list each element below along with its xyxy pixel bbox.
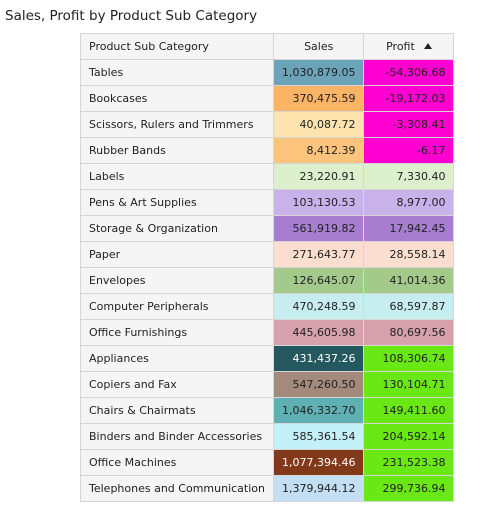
column-header-sales[interactable]: Sales (272, 33, 365, 60)
table-row[interactable]: Tables 1,030,879.05 -54,306.68 (80, 59, 455, 86)
table-row[interactable]: Storage & Organization 561,919.82 17,942.4… (80, 215, 455, 242)
pivot-table: Product Sub Category Sales Profit Tables… (80, 33, 455, 502)
table-row[interactable]: Pens & Art Supplies 103,130.53 8,977.00 (80, 189, 455, 216)
row-category-cell: Copiers and Fax (80, 371, 274, 398)
row-category-cell: Labels (80, 163, 274, 190)
row-profit-cell: -19,172.03 (363, 85, 455, 112)
row-profit-cell: 299,736.94 (363, 475, 455, 502)
row-sales-cell: 370,475.59 (272, 85, 365, 112)
row-sales-cell: 103,130.53 (272, 189, 365, 216)
row-category-cell: Envelopes (80, 267, 274, 294)
row-sales-cell: 1,379,944.12 (272, 475, 365, 502)
row-sales-cell: 445,605.98 (272, 319, 365, 346)
column-header-label: Profit (386, 40, 415, 53)
row-profit-cell: 80,697.56 (363, 319, 455, 346)
row-profit-cell: -3,308.41 (363, 111, 455, 138)
row-sales-cell: 547,260.50 (272, 371, 365, 398)
table-row[interactable]: Scissors, Rulers and Trimmers 40,087.72 -3… (80, 111, 455, 138)
column-header-profit[interactable]: Profit (363, 33, 455, 60)
row-sales-cell: 585,361.54 (272, 423, 365, 450)
row-sales-cell: 8,412.39 (272, 137, 365, 164)
table-row[interactable]: Appliances 431,437.26 108,306.74 (80, 345, 455, 372)
row-sales-cell: 1,046,332.70 (272, 397, 365, 424)
row-category-cell: Office Machines (80, 449, 274, 476)
row-category-cell: Appliances (80, 345, 274, 372)
row-category-cell: Scissors, Rulers and Trimmers (80, 111, 274, 138)
row-sales-cell: 561,919.82 (272, 215, 365, 242)
row-profit-cell: -6.17 (363, 137, 455, 164)
row-profit-cell: 149,411.60 (363, 397, 455, 424)
row-sales-cell: 271,643.77 (272, 241, 365, 268)
row-profit-cell: 204,592.14 (363, 423, 455, 450)
row-category-cell: Bookcases (80, 85, 274, 112)
row-category-cell: Binders and Binder Accessories (80, 423, 274, 450)
table-row[interactable]: Telephones and Communication 1,379,944.12… (80, 475, 455, 502)
column-header-label: Product Sub Category (89, 40, 209, 53)
row-profit-cell: 28,558.14 (363, 241, 455, 268)
row-category-cell: Storage & Organization (80, 215, 274, 242)
row-profit-cell: 17,942.45 (363, 215, 455, 242)
row-sales-cell: 40,087.72 (272, 111, 365, 138)
row-profit-cell: 7,330.40 (363, 163, 455, 190)
table-header-row: Product Sub Category Sales Profit (80, 33, 455, 60)
table-row[interactable]: Paper 271,643.77 28,558.14 (80, 241, 455, 268)
row-category-cell: Computer Peripherals (80, 293, 274, 320)
row-profit-cell: 41,014.36 (363, 267, 455, 294)
table-row[interactable]: Copiers and Fax 547,260.50 130,104.71 (80, 371, 455, 398)
row-category-cell: Pens & Art Supplies (80, 189, 274, 216)
row-sales-cell: 23,220.91 (272, 163, 365, 190)
table-row[interactable]: Bookcases 370,475.59 -19,172.03 (80, 85, 455, 112)
table-row[interactable]: Envelopes 126,645.07 41,014.36 (80, 267, 455, 294)
row-category-cell: Paper (80, 241, 274, 268)
row-sales-cell: 1,030,879.05 (272, 59, 365, 86)
table-row[interactable]: Computer Peripherals 470,248.59 68,597.87 (80, 293, 455, 320)
row-category-cell: Tables (80, 59, 274, 86)
row-category-cell: Rubber Bands (80, 137, 274, 164)
column-header-label: Sales (304, 40, 334, 53)
row-profit-cell: 130,104.71 (363, 371, 455, 398)
page-title: Sales, Profit by Product Sub Category (5, 8, 258, 24)
row-category-cell: Telephones and Communication (80, 475, 274, 502)
row-category-cell: Chairs & Chairmats (80, 397, 274, 424)
row-category-cell: Office Furnishings (80, 319, 274, 346)
row-sales-cell: 1,077,394.46 (272, 449, 365, 476)
table-row[interactable]: Chairs & Chairmats 1,046,332.70 149,411.60 (80, 397, 455, 424)
sort-ascending-icon[interactable] (423, 43, 432, 49)
table-row[interactable]: Rubber Bands 8,412.39 -6.17 (80, 137, 455, 164)
table-row[interactable]: Labels 23,220.91 7,330.40 (80, 163, 455, 190)
row-profit-cell: 108,306.74 (363, 345, 455, 372)
row-sales-cell: 431,437.26 (272, 345, 365, 372)
row-sales-cell: 126,645.07 (272, 267, 365, 294)
row-profit-cell: 231,523.38 (363, 449, 455, 476)
row-sales-cell: 470,248.59 (272, 293, 365, 320)
row-profit-cell: 8,977.00 (363, 189, 455, 216)
row-profit-cell: 68,597.87 (363, 293, 455, 320)
table-row[interactable]: Office Machines 1,077,394.46 231,523.38 (80, 449, 455, 476)
row-profit-cell: -54,306.68 (363, 59, 455, 86)
column-header-product-sub-category[interactable]: Product Sub Category (80, 33, 274, 60)
table-row[interactable]: Office Furnishings 445,605.98 80,697.56 (80, 319, 455, 346)
table-row[interactable]: Binders and Binder Accessories 585,361.54… (80, 423, 455, 450)
